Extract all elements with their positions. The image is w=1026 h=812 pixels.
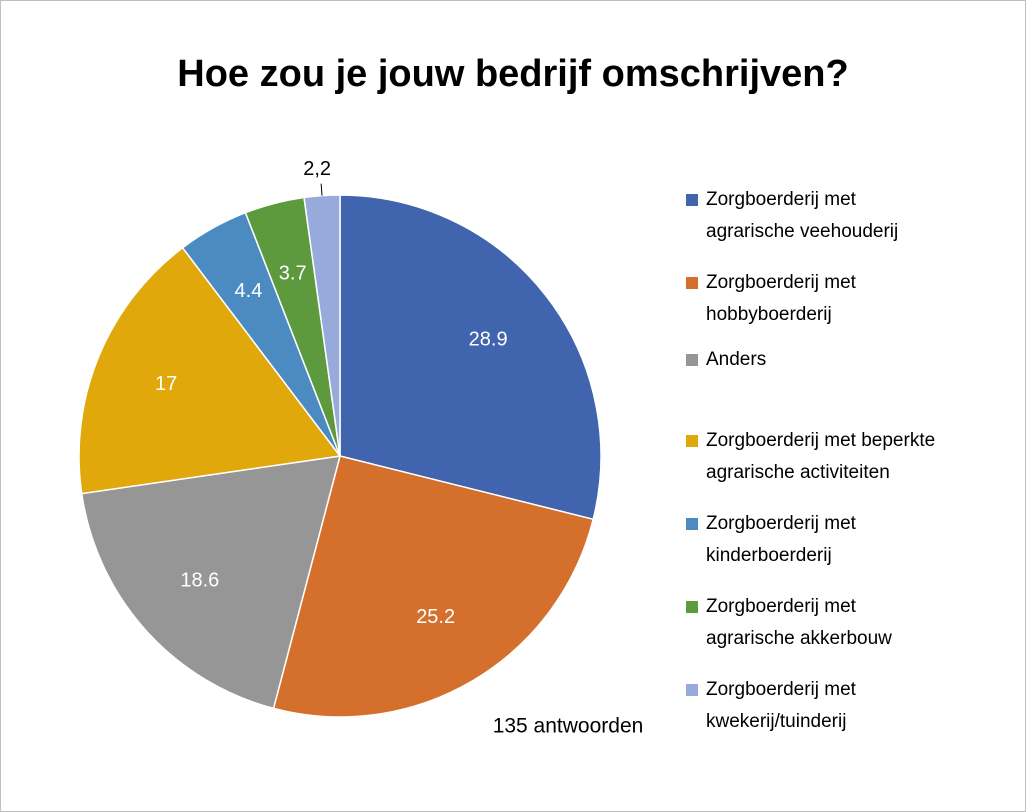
legend-label: Zorgboerderij met hobbyboerderij — [706, 272, 857, 325]
legend-label: Zorgboerderij met agrarische veehouderij — [706, 189, 898, 242]
data-label: 3.7 — [279, 262, 307, 284]
legend-label: Zorgboerderij met kwekerij/tuinderij — [706, 679, 857, 732]
pie-slice — [80, 455, 342, 710]
legend-marker — [686, 354, 698, 366]
data-label: 17 — [155, 373, 177, 395]
chart-title: Hoe zou je jouw bedrijf omschrijven? — [177, 53, 848, 95]
legend-label: Anders — [706, 349, 766, 370]
legend-marker — [686, 277, 698, 289]
pie-slice — [303, 194, 341, 457]
legend-label: Zorgboerderij met beperkte agrarische act… — [706, 430, 935, 483]
pie-slice — [339, 194, 602, 521]
leader-line — [320, 183, 323, 196]
legend-marker — [686, 194, 698, 206]
legend-marker — [686, 435, 698, 447]
legend-label: Zorgboerderij met agrarische akkerbouw — [706, 596, 892, 649]
legend-marker — [686, 601, 698, 613]
pie-slice — [272, 455, 595, 718]
data-label: 25.2 — [416, 606, 455, 628]
data-label: 4.4 — [235, 280, 263, 302]
subtitle: 135 antwoorden — [493, 715, 644, 738]
pie-slice — [78, 246, 342, 495]
data-label: 2,2 — [303, 158, 331, 180]
legend-label: Zorgboerderij met kinderboerderij — [706, 513, 857, 566]
data-label: 28.9 — [469, 329, 508, 351]
legend-marker — [686, 684, 698, 696]
legend-marker — [686, 518, 698, 530]
data-label: 18.6 — [180, 569, 219, 591]
